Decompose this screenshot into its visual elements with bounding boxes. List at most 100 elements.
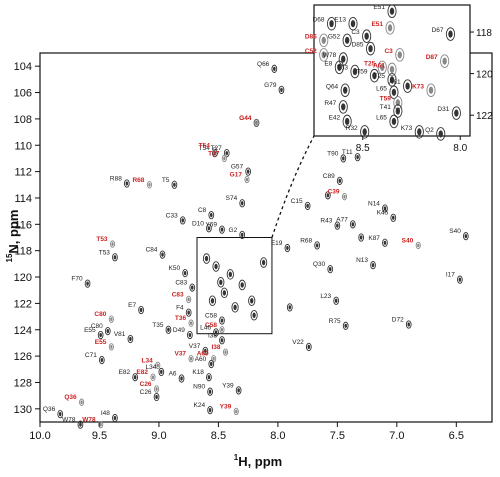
peak-contour: [348, 16, 358, 31]
peak-core: [213, 151, 217, 156]
peak-label: V22: [292, 339, 304, 346]
peak-contour: [245, 167, 252, 176]
peak-core: [212, 356, 215, 361]
peak-contour: [123, 179, 130, 188]
peak-contour: [462, 232, 469, 241]
inset-peak-label: E8: [324, 60, 332, 67]
x-tick-label: 9.5: [92, 430, 107, 442]
peak-core: [255, 121, 258, 125]
peak-core: [417, 128, 422, 136]
inset-y-tick-label: 120: [476, 70, 493, 81]
peak-core: [80, 400, 83, 405]
peak-label: L34: [145, 364, 156, 371]
peak-label: S74: [226, 195, 238, 202]
peak-contour: [360, 125, 370, 139]
peak-contour: [99, 355, 105, 365]
peak-core: [380, 63, 385, 71]
peak-label: C26: [140, 389, 152, 396]
peak-contour: [440, 54, 450, 68]
inset-peak-label: D68: [313, 17, 325, 24]
peak-contour: [77, 420, 84, 429]
peak-contour: [334, 221, 341, 230]
peak-core: [214, 330, 218, 335]
peak-core: [220, 327, 224, 332]
peak-contour: [226, 269, 234, 280]
peak-contour: [233, 407, 239, 416]
peak-core: [261, 259, 266, 266]
x-axis-title: 1H, ppm: [234, 453, 283, 469]
peak-contour: [414, 125, 424, 139]
peak-core: [148, 182, 151, 187]
peak-core: [454, 109, 459, 117]
peak-contour: [202, 346, 209, 355]
peak-contour: [350, 64, 360, 79]
peak-label: C39: [328, 189, 340, 196]
peak-label: E82: [119, 369, 131, 376]
y-tick-label: 114: [14, 193, 32, 205]
peak-contour: [207, 406, 213, 415]
inset-peak-label: W78: [323, 52, 337, 59]
peak-contour: [286, 303, 293, 312]
peak-contour: [271, 64, 278, 73]
peak-core: [183, 271, 187, 276]
peak-core: [100, 357, 104, 363]
peak-label: W78: [82, 417, 96, 424]
peak-label: S40: [449, 228, 461, 235]
peak-contour: [436, 127, 446, 141]
inset-x-tick-label: 8.5: [356, 143, 370, 154]
peak-contour: [188, 319, 194, 327]
peak-contour: [79, 398, 85, 406]
inset-peak-label: K73: [412, 83, 424, 90]
peak-contour: [403, 79, 413, 93]
x-tick-label: 10.0: [29, 430, 50, 442]
peak-label: T5: [162, 177, 170, 184]
peak-label: T36: [175, 315, 187, 322]
inset-peak-label: T63: [337, 65, 349, 72]
peak-core: [228, 271, 232, 278]
peak-core: [341, 103, 346, 111]
peak-contour: [208, 295, 217, 307]
peak-core: [344, 117, 350, 126]
inset-peak-label: G52: [328, 33, 341, 40]
peak-core: [383, 240, 387, 245]
peak-label: V37: [189, 343, 201, 350]
peak-contour: [138, 305, 144, 315]
peak-core: [58, 412, 62, 417]
peak-core: [343, 194, 346, 199]
peak-contour: [219, 225, 225, 234]
peak-contour: [178, 374, 185, 383]
peak-contour: [314, 241, 320, 250]
peak-label: E55: [84, 327, 96, 334]
peak-core: [129, 336, 132, 342]
inset-plot: 8.5 8.0 118 120 122 D68 E13 E51 E51 D67 D86 G52 C3 D8…: [305, 4, 493, 154]
peak-label: R68: [132, 177, 144, 184]
peak-core: [356, 155, 359, 160]
peak-contour: [390, 213, 397, 222]
peak-contour: [325, 191, 331, 200]
peak-core: [125, 181, 129, 186]
peak-label: C58: [205, 313, 217, 320]
peak-contour: [171, 180, 178, 189]
peak-contour: [202, 253, 211, 264]
inset-y-tick-label: 122: [476, 111, 493, 122]
y-axis-title-text: N, ppm: [6, 210, 21, 254]
peak-core: [113, 255, 117, 260]
peak-contour: [340, 83, 350, 98]
peak-core: [307, 344, 311, 349]
peak-core: [213, 148, 216, 153]
y-tick-label: 112: [14, 167, 32, 179]
peak-contour: [185, 308, 192, 317]
peak-contour: [405, 320, 412, 329]
peak-contour: [387, 4, 397, 19]
peak-core: [341, 55, 346, 63]
peak-contour: [153, 392, 160, 402]
peak-contour: [206, 373, 212, 382]
y-axis-title-superscript: 15: [5, 253, 14, 262]
peak-contour: [393, 104, 403, 118]
peak-label: A77: [336, 216, 348, 223]
peak-label: T53: [99, 249, 111, 256]
peak-label: F70: [71, 276, 83, 283]
peak-core: [391, 88, 397, 96]
peak-core: [210, 298, 215, 304]
peak-core: [167, 327, 170, 332]
